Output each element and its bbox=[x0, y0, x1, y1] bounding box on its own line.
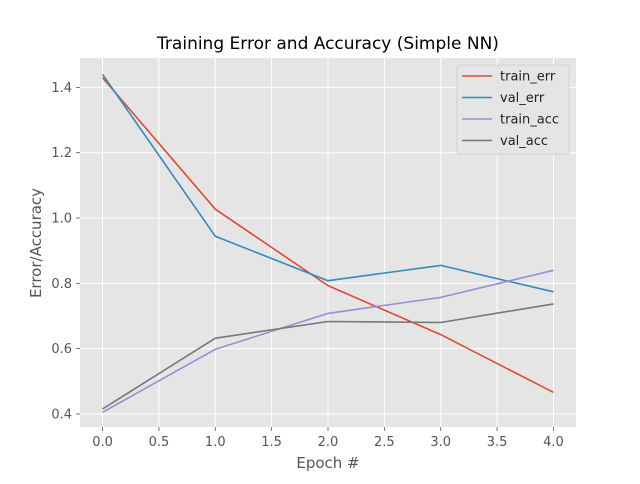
y-axis-label: Error/Accuracy bbox=[27, 188, 45, 298]
legend-label-val-acc: val_acc bbox=[500, 134, 548, 149]
x-tick-label: 3.0 bbox=[430, 435, 451, 450]
series-line-train-acc bbox=[102, 269, 554, 413]
x-axis-label: Epoch # bbox=[296, 454, 359, 472]
series-lines bbox=[101, 73, 554, 413]
chart-title: Training Error and Accuracy (Simple NN) bbox=[156, 34, 499, 54]
x-tick-label: 2.5 bbox=[374, 435, 395, 450]
series-line-val-acc bbox=[102, 303, 554, 410]
series-line-train-err bbox=[101, 77, 554, 394]
y-tick-label: 1.0 bbox=[51, 212, 72, 227]
y-tick-label: 0.4 bbox=[51, 407, 72, 422]
legend-label-val-err: val_err bbox=[500, 91, 545, 106]
legend-items: train_err val_err train_acc val_acc bbox=[462, 70, 559, 149]
y-axis-ticks: 0.4 0.6 0.8 1.0 1.2 1.4 bbox=[51, 81, 80, 422]
x-tick-label: 0.0 bbox=[92, 435, 113, 450]
x-tick-label: 4.0 bbox=[543, 435, 564, 450]
x-tick-label: 1.0 bbox=[205, 435, 226, 450]
y-tick-label: 0.8 bbox=[51, 277, 72, 292]
legend: train_err val_err train_acc val_acc bbox=[456, 64, 570, 155]
legend-label-train-err: train_err bbox=[500, 70, 556, 85]
y-tick-label: 0.6 bbox=[51, 342, 72, 357]
x-tick-label: 1.5 bbox=[261, 435, 282, 450]
x-tick-label: 2.0 bbox=[318, 435, 339, 450]
series-line-val-err bbox=[101, 73, 554, 293]
x-axis-ticks: 0.0 0.5 1.0 1.5 2.0 2.5 3.0 3.5 4.0 bbox=[92, 427, 564, 450]
legend-label-train-acc: train_acc bbox=[500, 113, 559, 128]
x-tick-label: 3.5 bbox=[487, 435, 508, 450]
legend-box bbox=[456, 64, 570, 155]
y-tick-label: 1.4 bbox=[51, 81, 72, 96]
x-tick-label: 0.5 bbox=[149, 435, 170, 450]
y-tick-label: 1.2 bbox=[51, 146, 72, 161]
